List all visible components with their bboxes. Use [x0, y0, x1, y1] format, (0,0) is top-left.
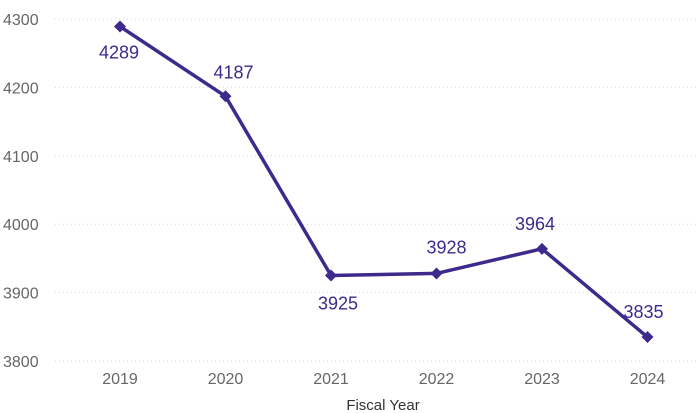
series-line-0: [118, 24, 650, 339]
x-axis-ticks: 2019 2020 2021 2022 2023 2024: [102, 371, 665, 388]
data-point-2019: [114, 20, 126, 33]
x-axis-title: Fiscal Year: [346, 397, 419, 413]
data-point-2023: [536, 242, 548, 255]
data-point-2024: [641, 331, 654, 344]
data-point-2020: [219, 90, 232, 103]
data-label-2020: 4187: [213, 62, 253, 82]
x-tick-label-2022: 2022: [419, 371, 455, 388]
y-axis-ticks: 3800 3900 4000 4100 4200 4300: [3, 12, 39, 371]
data-labels: 4289 4187 3925 3928 3964 3835: [99, 43, 664, 323]
x-tick-label-2020: 2020: [208, 371, 244, 388]
x-tick-label-2023: 2023: [524, 371, 560, 388]
data-label-2024: 3835: [623, 302, 663, 322]
series-layer: [118, 24, 650, 339]
gridlines: [55, 18, 697, 362]
y-tick-label-4100: 4100: [3, 149, 39, 166]
y-tick-label-3800: 3800: [3, 354, 39, 371]
data-point-2021: [325, 269, 337, 282]
x-tick-label-2019: 2019: [102, 371, 138, 388]
data-label-2019: 4289: [99, 43, 139, 63]
x-tick-label-2021: 2021: [313, 371, 349, 388]
data-point-2022: [430, 267, 443, 280]
markers: [114, 20, 654, 344]
y-tick-label-4200: 4200: [3, 80, 39, 97]
y-tick-label-4300: 4300: [3, 12, 39, 29]
data-label-2022: 3928: [426, 237, 466, 257]
y-tick-label-4000: 4000: [3, 217, 39, 234]
data-label-2023: 3964: [515, 214, 555, 234]
data-label-2021: 3925: [318, 294, 358, 314]
y-tick-label-3900: 3900: [3, 286, 39, 303]
x-tick-label-2024: 2024: [630, 371, 666, 388]
